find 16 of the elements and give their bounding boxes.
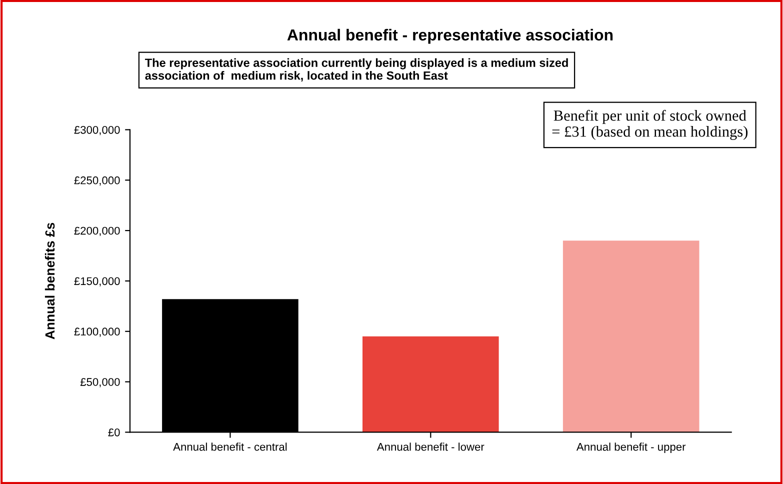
bar [362,336,499,432]
x-tick-label: Annual benefit - lower [376,442,484,451]
bar [562,240,700,432]
x-tick-label: Annual benefit - upper [576,442,686,453]
y-tick-label: £50,000 [80,378,120,388]
y-tick-label: £0 [108,428,120,436]
y-tick-label: £200,000 [74,226,120,236]
y-tick-label: £150,000 [74,277,120,286]
annotation: Benefit per unit of stock owned = £31 (based on mean holdings) [552,110,748,140]
y-axis-title: Annual benefits £s [44,222,55,340]
y-tick-label: £250,000 [74,176,120,186]
y-tick-label: £300,000 [74,126,120,136]
x-tick-label: Annual benefit - central [173,442,287,451]
chart-title: Annual benefit - representative association [287,28,613,44]
text: The representative association currently being displayed is a medium sized association of medium risk, located in the South East [144,58,568,82]
y-tick-label: £100,000 [74,328,120,337]
